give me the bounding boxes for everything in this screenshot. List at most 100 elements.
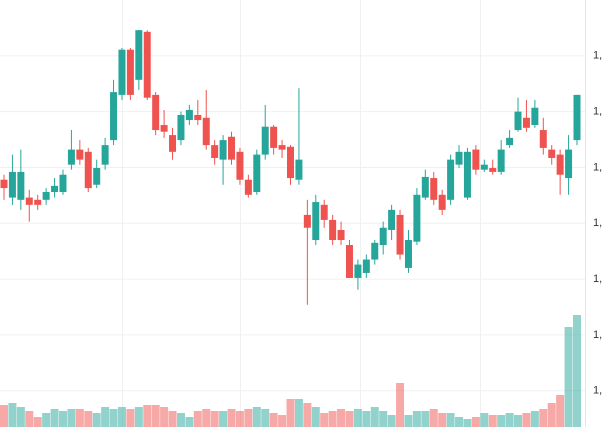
candle-body: [430, 178, 438, 200]
volume-bar: [455, 417, 464, 427]
candle-body: [270, 126, 278, 148]
volume-bar: [505, 413, 514, 427]
volume-bar: [539, 409, 548, 427]
candle-body: [253, 154, 261, 193]
volume-bar: [488, 415, 497, 427]
candle-body: [506, 137, 514, 146]
candle-body: [25, 197, 33, 205]
volume-bar: [294, 399, 303, 427]
volume-bar: [573, 315, 581, 427]
volume-bar: [117, 407, 126, 427]
volume-bar: [345, 411, 354, 427]
candle-body: [34, 199, 42, 205]
volume-bar: [219, 411, 228, 427]
y-tick-label: 1,: [593, 329, 602, 341]
candle-body: [59, 174, 67, 193]
volume-bar: [252, 407, 261, 427]
volume-bar: [134, 407, 143, 427]
candle-body: [539, 130, 547, 148]
volume-bar: [353, 409, 362, 427]
candle-body: [455, 151, 463, 165]
candle-body: [345, 245, 353, 278]
candle-body: [287, 146, 294, 179]
volume-bar: [387, 415, 396, 427]
y-tick-label: 1,: [593, 161, 602, 173]
volume-bar: [25, 411, 34, 427]
candle-body: [177, 114, 185, 141]
volume-bar: [101, 407, 110, 427]
volume-bar: [42, 413, 51, 427]
volume-bar: [235, 411, 244, 427]
y-tick-label: 1,: [593, 50, 602, 62]
volume-bar: [67, 409, 76, 427]
y-tick-label: 1,: [593, 217, 602, 229]
candle-body: [421, 176, 429, 198]
volume-bar: [16, 407, 25, 427]
volume-bar: [438, 413, 447, 427]
volume-bar: [0, 405, 8, 427]
volume-bar: [8, 403, 17, 427]
volume-bar: [311, 407, 320, 427]
candle-body: [379, 227, 387, 246]
candle-body: [362, 259, 370, 273]
candle-body: [51, 185, 59, 193]
volume-bar: [286, 399, 295, 427]
candle-body: [404, 240, 412, 268]
candle-body: [548, 149, 556, 158]
volume-bar: [244, 409, 253, 427]
candle-body: [244, 179, 252, 195]
candle-body: [261, 126, 269, 155]
volume-bar: [176, 413, 185, 427]
candle-body: [278, 145, 286, 150]
candle-body: [354, 264, 362, 278]
candle-body: [118, 49, 126, 95]
y-tick-label: 1,: [593, 106, 602, 118]
volume-bar: [210, 411, 219, 427]
volume-bar: [227, 409, 236, 427]
candle-body: [110, 92, 118, 141]
volume-bar: [471, 417, 480, 427]
candle-body: [573, 94, 581, 141]
candle-body: [413, 194, 421, 242]
vertical-grid: [122, 0, 481, 427]
candle-body: [219, 140, 227, 160]
volume-bar: [522, 413, 531, 427]
volume-bar: [320, 413, 329, 427]
volume-bar: [151, 405, 160, 427]
volume-bar: [84, 411, 93, 427]
volume-bar: [497, 415, 506, 427]
volume-bar: [126, 409, 135, 427]
candle-body: [480, 164, 488, 170]
candle-body: [202, 117, 210, 146]
candle-body: [17, 171, 25, 200]
volume-bar: [463, 419, 472, 427]
volume-bar: [396, 383, 405, 427]
volume-bar: [168, 411, 177, 427]
volume-bar: [160, 407, 169, 427]
candle-body: [388, 209, 396, 230]
candle-body: [438, 194, 446, 210]
volume-bar: [379, 411, 388, 427]
volume-bar: [404, 415, 413, 427]
candle-body: [8, 171, 16, 198]
volume-bar: [370, 407, 379, 427]
candle-body: [463, 151, 471, 198]
volume-bar: [530, 411, 539, 427]
volume-bar: [261, 409, 270, 427]
volume-bar: [75, 409, 84, 427]
candle-body: [514, 111, 522, 131]
candle-body: [531, 107, 539, 126]
candle-body: [160, 125, 168, 132]
candle-body: [42, 192, 50, 200]
candle-body: [556, 154, 564, 175]
candle-body: [152, 94, 160, 131]
candle-body: [67, 149, 75, 165]
candle-body: [135, 30, 143, 80]
volume-bar: [303, 403, 312, 427]
candle-body: [489, 168, 497, 172]
volume-bar: [421, 411, 430, 427]
candle-body: [84, 151, 92, 189]
candle-body: [329, 219, 337, 241]
